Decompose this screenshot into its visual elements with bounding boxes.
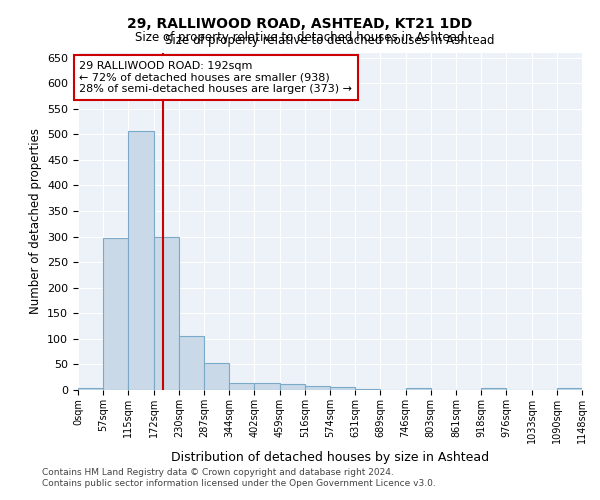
Bar [229, 384, 254, 390]
Bar [330, 388, 355, 390]
Bar [305, 386, 330, 390]
Bar [179, 336, 204, 390]
Text: Contains HM Land Registry data © Crown copyright and database right 2024.
Contai: Contains HM Land Registry data © Crown c… [42, 468, 436, 487]
Bar [103, 238, 128, 390]
Title: Size of property relative to detached houses in Ashtead: Size of property relative to detached ho… [165, 34, 495, 47]
Text: Size of property relative to detached houses in Ashtead: Size of property relative to detached ho… [135, 31, 465, 44]
Bar [406, 388, 431, 390]
Bar [254, 384, 280, 390]
Text: 29 RALLIWOOD ROAD: 192sqm
← 72% of detached houses are smaller (938)
28% of semi: 29 RALLIWOOD ROAD: 192sqm ← 72% of detac… [79, 61, 352, 94]
Bar [280, 384, 305, 390]
Text: 29, RALLIWOOD ROAD, ASHTEAD, KT21 1DD: 29, RALLIWOOD ROAD, ASHTEAD, KT21 1DD [127, 18, 473, 32]
Bar [557, 388, 582, 390]
Bar [128, 130, 154, 390]
Bar [355, 389, 380, 390]
Bar [78, 388, 103, 390]
Bar [481, 388, 506, 390]
X-axis label: Distribution of detached houses by size in Ashtead: Distribution of detached houses by size … [171, 451, 489, 464]
Y-axis label: Number of detached properties: Number of detached properties [29, 128, 41, 314]
Bar [204, 363, 229, 390]
Bar [154, 236, 179, 390]
